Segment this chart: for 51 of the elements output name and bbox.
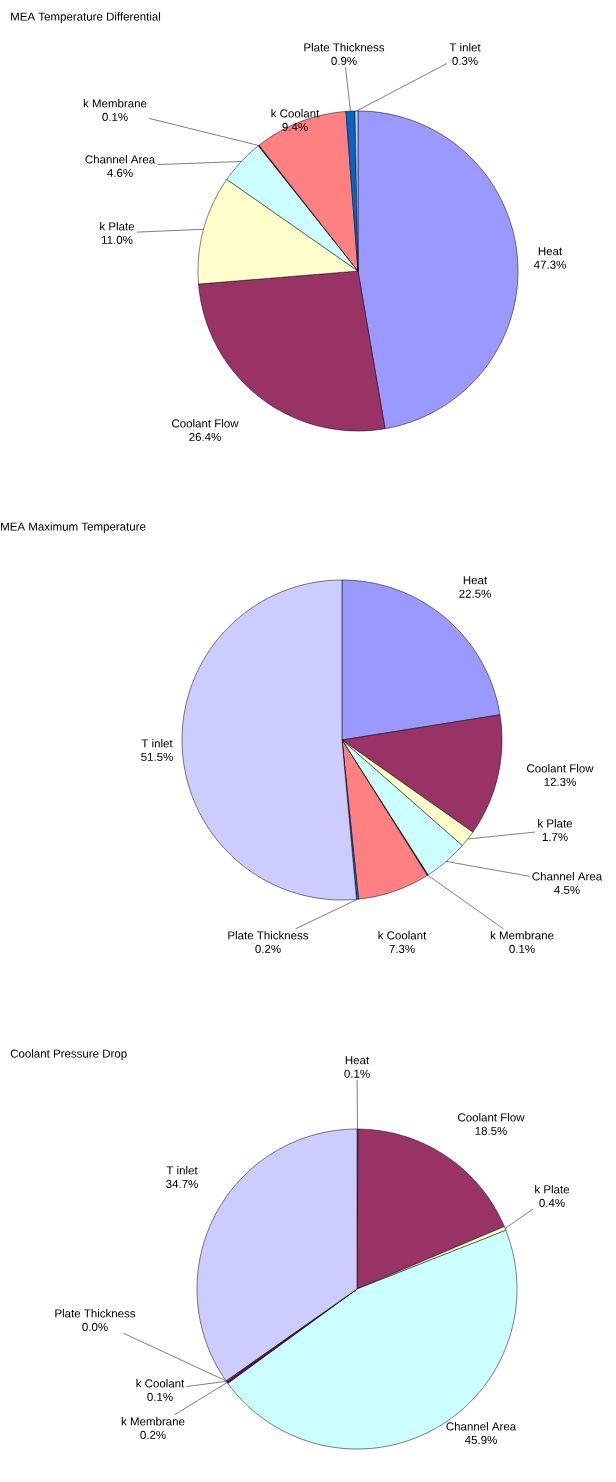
- slice-label: Channel Area: [446, 1422, 517, 1431]
- data-label: 47.3%: [533, 260, 566, 269]
- slice-label: k Coolant: [136, 1379, 185, 1388]
- slice-label: k Coolant: [271, 109, 320, 118]
- text: 0.0%: [82, 1322, 108, 1331]
- slice-label: Heat: [345, 1056, 370, 1065]
- slice-label: k Plate: [538, 819, 573, 828]
- slice-label: Channel Area: [532, 872, 603, 881]
- data-label: 0.2%: [255, 944, 281, 953]
- data-label: 12.3%: [544, 777, 576, 786]
- data-label: 0.9%: [331, 56, 357, 65]
- data-label: 18.5%: [475, 1126, 507, 1135]
- slice-label: T inlet: [449, 43, 481, 52]
- data-label: 0.1%: [509, 944, 535, 953]
- slice-label: Heat: [538, 247, 563, 256]
- data-label: 26.4%: [189, 432, 221, 441]
- chart-title: Coolant Pressure Drop: [10, 1049, 127, 1060]
- data-label: 7.3%: [389, 944, 415, 953]
- slice-label: k Membrane: [490, 931, 554, 940]
- slice-label: Heat: [463, 576, 488, 585]
- slice-label: Plate Thickness: [304, 43, 385, 52]
- slice-label: k Coolant: [378, 931, 427, 940]
- chart-title: MEA Maximum Temperature: [1, 522, 146, 533]
- slice-label: k Membrane: [121, 1417, 185, 1426]
- data-label: 0.1%: [147, 1392, 173, 1401]
- slice-label: Coolant Flow: [458, 1113, 525, 1122]
- data-label: 11.0%: [102, 235, 133, 244]
- category-label: Plate Thickness: [55, 1309, 136, 1318]
- data-label: 0.2%: [140, 1430, 166, 1439]
- slice-label: k Plate: [535, 1185, 570, 1194]
- data-label: 9.4%: [282, 122, 308, 131]
- data-label: 4.5%: [554, 885, 580, 894]
- slice-label: T inlet: [166, 1166, 198, 1175]
- data-label: 1.7%: [542, 832, 568, 841]
- slice-label: k Plate: [100, 222, 135, 231]
- data-label: 22.5%: [459, 589, 491, 598]
- slice-label: Coolant Flow: [172, 419, 239, 428]
- data-label: 0.1%: [102, 112, 128, 121]
- data-label: 34.7%: [166, 1179, 198, 1188]
- chart-title: MEA Temperature Differential: [11, 12, 161, 23]
- slice-label: Coolant Flow: [527, 764, 594, 773]
- data-label: 51.5%: [141, 752, 173, 761]
- data-label: 45.9%: [464, 1435, 497, 1444]
- data-label: 0.4%: [539, 1198, 565, 1207]
- slice-label: Channel Area: [85, 155, 156, 164]
- data-label: 4.6%: [107, 168, 133, 177]
- slice-label: T inlet: [141, 739, 173, 748]
- data-label: 0.3%: [452, 56, 478, 65]
- slice-label: k Membrane: [83, 99, 147, 108]
- slice-label: Plate Thickness: [228, 931, 309, 940]
- data-label: 0.1%: [344, 1069, 370, 1078]
